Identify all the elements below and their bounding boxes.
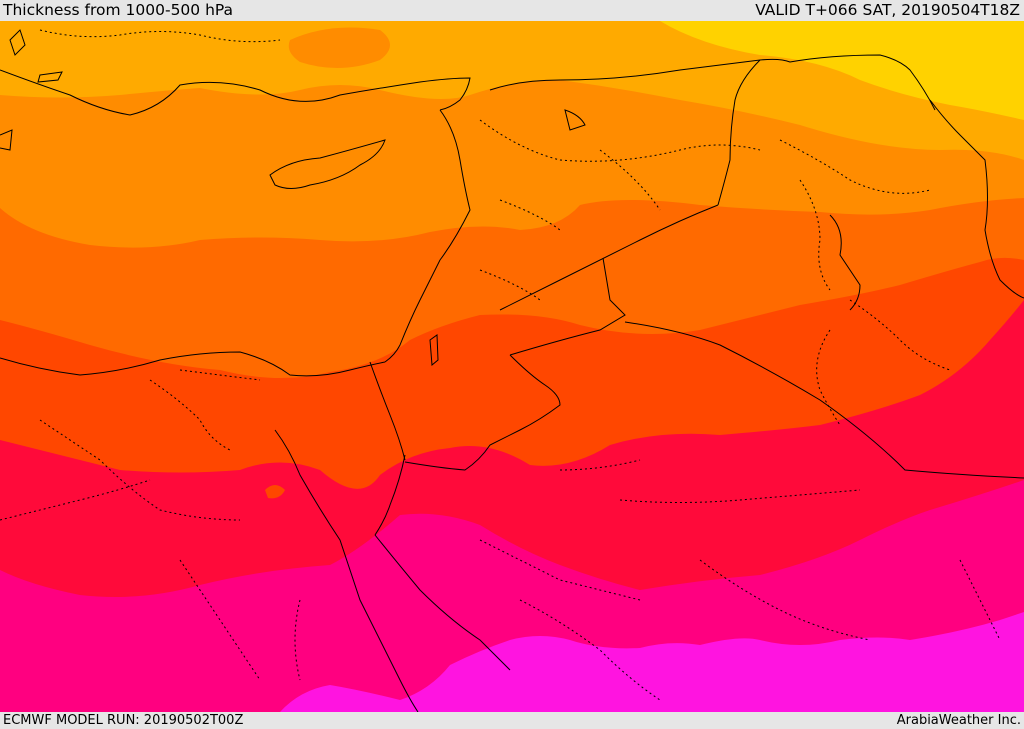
credit-label: ArabiaWeather Inc. bbox=[896, 713, 1021, 728]
country-borders bbox=[369, 54, 1024, 479]
thickness-bands bbox=[0, 21, 1024, 712]
band-orange-patch-north bbox=[288, 27, 390, 69]
thickness-map[interactable] bbox=[0, 21, 1024, 712]
header-bar: Thickness from 1000-500 hPa VALID T+066 … bbox=[0, 0, 1024, 21]
band-yellow bbox=[660, 21, 1024, 120]
map-title: Thickness from 1000-500 hPa bbox=[3, 1, 234, 19]
band-red-spot-sinai bbox=[265, 485, 285, 499]
model-run-label: ECMWF MODEL RUN: 20190502T00Z bbox=[3, 713, 244, 728]
internal-borders bbox=[0, 29, 1001, 701]
map-canvas bbox=[0, 21, 1024, 712]
coastlines bbox=[0, 29, 1024, 712]
valid-time: VALID T+066 SAT, 20190504T18Z bbox=[755, 1, 1020, 19]
band-violet bbox=[280, 612, 1024, 712]
footer-bar: ECMWF MODEL RUN: 20190502T00Z ArabiaWeat… bbox=[0, 712, 1024, 729]
